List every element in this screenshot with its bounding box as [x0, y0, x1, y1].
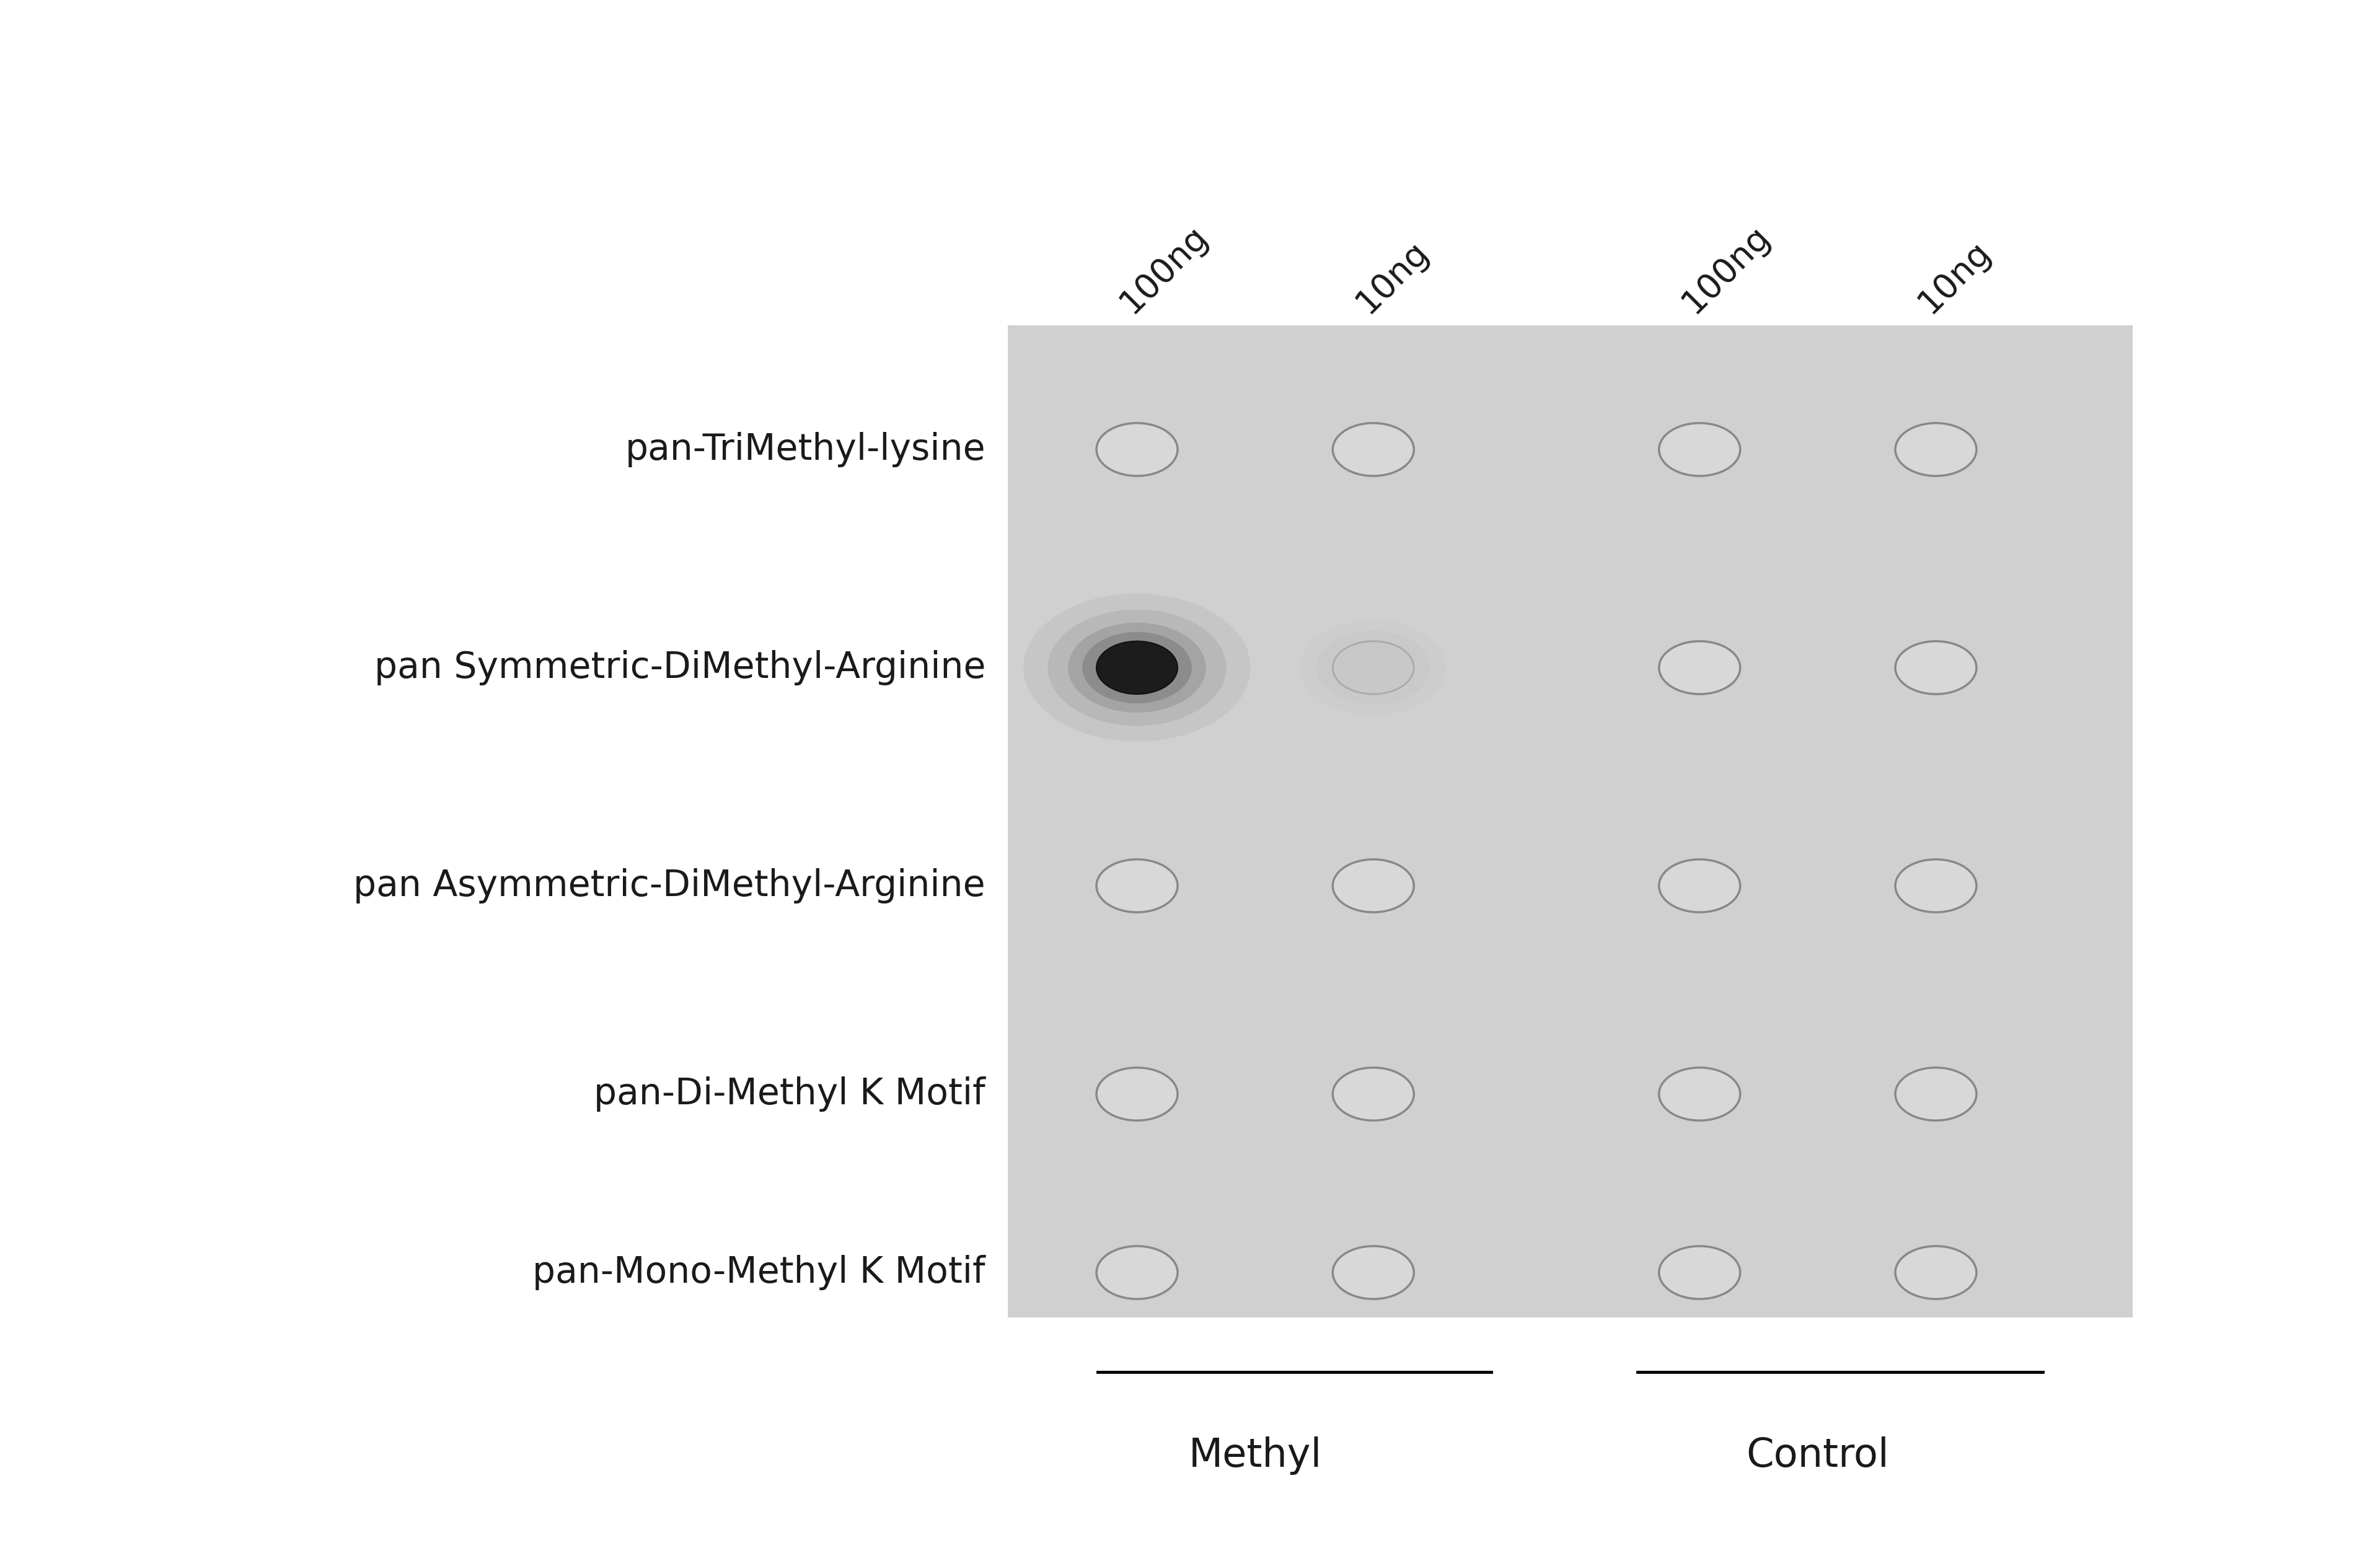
Circle shape	[1894, 1068, 1975, 1121]
Circle shape	[1299, 620, 1447, 715]
Text: Methyl: Methyl	[1188, 1436, 1321, 1475]
Circle shape	[1097, 642, 1178, 695]
Circle shape	[1333, 642, 1414, 695]
Circle shape	[1333, 423, 1414, 476]
Circle shape	[1894, 642, 1975, 695]
Circle shape	[1069, 623, 1207, 713]
Circle shape	[1047, 609, 1226, 726]
Circle shape	[1659, 860, 1740, 912]
Circle shape	[1316, 631, 1430, 704]
Circle shape	[1097, 1246, 1178, 1299]
Circle shape	[1333, 1246, 1414, 1299]
Text: 100ng: 100ng	[1114, 219, 1214, 320]
Circle shape	[1333, 1068, 1414, 1121]
Text: pan-Mono-Methyl K Motif: pan-Mono-Methyl K Motif	[533, 1255, 985, 1291]
Circle shape	[1659, 642, 1740, 695]
Text: pan-Di-Methyl K Motif: pan-Di-Methyl K Motif	[595, 1077, 985, 1111]
Circle shape	[1097, 860, 1178, 912]
Text: 10ng: 10ng	[1349, 234, 1435, 320]
Circle shape	[1894, 1246, 1975, 1299]
Text: Control: Control	[1747, 1436, 1890, 1475]
Text: pan Asymmetric-DiMethyl-Arginine: pan Asymmetric-DiMethyl-Arginine	[355, 868, 985, 904]
Circle shape	[1659, 1068, 1740, 1121]
Circle shape	[1333, 860, 1414, 912]
Circle shape	[1659, 423, 1740, 476]
Circle shape	[1023, 593, 1250, 741]
Circle shape	[1097, 1068, 1178, 1121]
Text: 100ng: 100ng	[1676, 219, 1778, 320]
Text: pan-TriMethyl-lysine: pan-TriMethyl-lysine	[626, 432, 985, 467]
Text: 10ng: 10ng	[1911, 234, 1997, 320]
Circle shape	[1659, 1246, 1740, 1299]
Circle shape	[1097, 423, 1178, 476]
Circle shape	[1894, 860, 1975, 912]
Bar	[1007, 326, 2132, 1317]
Circle shape	[1894, 423, 1975, 476]
Circle shape	[1083, 632, 1192, 704]
Text: pan Symmetric-DiMethyl-Arginine: pan Symmetric-DiMethyl-Arginine	[374, 649, 985, 685]
